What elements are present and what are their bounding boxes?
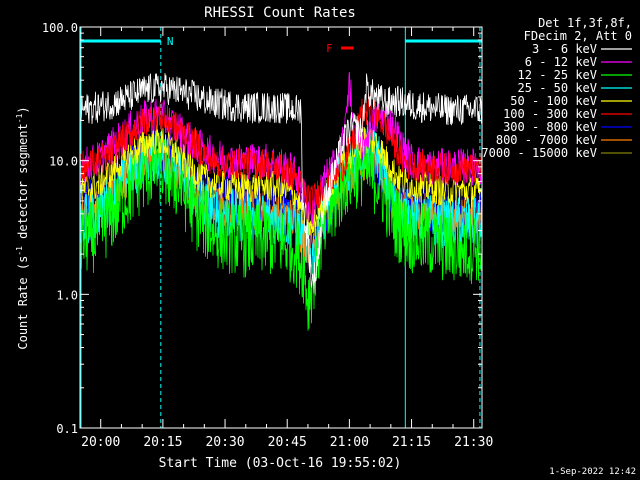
x-tick-label: 21:00: [330, 435, 369, 450]
series-line-5: [80, 92, 482, 215]
legend-item-label: 6 - 12 keV: [525, 55, 597, 69]
flare-label: F: [326, 42, 333, 55]
y-tick-label: 0.1: [56, 422, 78, 436]
legend-header-line-2: FDecim 2, Att 0: [524, 29, 632, 43]
x-axis-label: Start Time (03-Oct-16 19:55:02): [159, 456, 402, 471]
y-tick-label: 10.0: [49, 155, 78, 169]
series-layer: [80, 71, 482, 331]
y-label-part-1: Count Rate (s: [16, 256, 30, 350]
legend-item-label: 100 - 300 keV: [503, 107, 597, 121]
series-line-0: [80, 73, 482, 294]
legend-item: 100 - 300 keV: [503, 107, 632, 121]
legend-item-label: 3 - 6 keV: [532, 42, 597, 56]
series-line-2: [80, 131, 482, 331]
legend-header-line-1: Det 1f,3f,8f,: [538, 16, 632, 30]
x-tick-label: 21:30: [454, 435, 493, 450]
y-label-sup-2: -1: [15, 113, 24, 123]
x-tick-label: 20:45: [268, 435, 307, 450]
x-axis: 20:00 20:15 20:30 20:45 21:00 21:15 21:30: [79, 27, 493, 450]
y-label-sup-1: -1: [15, 246, 24, 256]
legend: Det 1f,3f,8f, FDecim 2, Att 0 3 - 6 keV6…: [481, 16, 632, 160]
plot-frame: [79, 26, 483, 429]
y-tick-label: 1.0: [56, 288, 78, 302]
legend-item: 50 - 100 keV: [510, 94, 632, 108]
y-axis-label: Count Rate (s-1 detector segment-1): [15, 106, 30, 349]
legend-item-label: 12 - 25 keV: [518, 68, 597, 82]
legend-item-label: 7000 - 15000 keV: [481, 146, 597, 160]
footer-date: 1-Sep-2022 12:42: [549, 467, 636, 477]
y-axis: 0.1 1.0 10.0 100.0: [42, 21, 482, 436]
x-tick-label: 20:30: [205, 435, 244, 450]
legend-item-label: 25 - 50 keV: [518, 81, 597, 95]
legend-item: 3 - 6 keV: [532, 42, 632, 56]
y-label-part-2: detector segment: [16, 123, 30, 246]
legend-item: 800 - 7000 keV: [496, 133, 632, 147]
legend-item: 7000 - 15000 keV: [481, 146, 632, 160]
y-label-part-3: ): [16, 106, 30, 113]
series-line-4: [80, 124, 482, 237]
chart-title: RHESSI Count Rates: [204, 5, 356, 21]
legend-item: 25 - 50 keV: [518, 81, 632, 95]
night-label: N: [167, 35, 174, 48]
x-tick-label: 20:15: [143, 435, 182, 450]
x-tick-label: 20:00: [81, 435, 120, 450]
legend-item-label: 800 - 7000 keV: [496, 133, 597, 147]
x-tick-label: 21:15: [392, 435, 431, 450]
legend-item: 300 - 800 keV: [503, 120, 632, 134]
y-tick-label: 100.0: [42, 21, 78, 35]
legend-item-label: 300 - 800 keV: [503, 120, 597, 134]
legend-item: 6 - 12 keV: [525, 55, 632, 69]
legend-item: 12 - 25 keV: [518, 68, 632, 82]
legend-item-label: 50 - 100 keV: [510, 94, 597, 108]
